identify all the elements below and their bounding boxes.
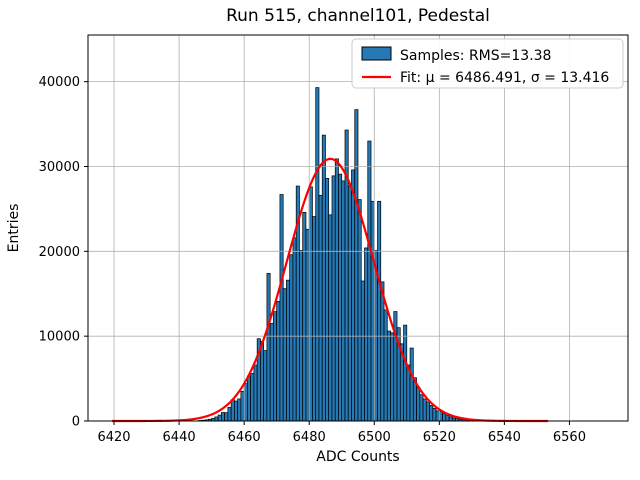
- histogram-bar: [347, 185, 352, 422]
- y-tick-label: 10000: [39, 330, 80, 345]
- histogram-bar: [338, 173, 343, 422]
- x-tick-label: 6480: [293, 430, 326, 445]
- histogram-bar: [305, 228, 310, 422]
- histogram-bar: [390, 332, 395, 422]
- histogram-bar: [380, 281, 385, 422]
- histogram-bar: [289, 254, 294, 422]
- histogram-bar: [325, 178, 330, 422]
- histogram-bar: [448, 416, 453, 422]
- histogram-bar: [432, 407, 437, 422]
- histogram-bar: [409, 347, 414, 422]
- histogram-bar: [266, 273, 271, 422]
- histogram-bar: [279, 194, 284, 422]
- legend-samples-swatch: [361, 46, 392, 61]
- axes-spines: [87, 34, 629, 422]
- x-tick-label: 6540: [488, 430, 521, 445]
- x-tick-label: 6420: [97, 430, 130, 445]
- histogram-bar: [383, 309, 388, 422]
- histogram-bar: [442, 413, 447, 422]
- histogram-bar: [247, 375, 251, 422]
- x-tick-label: 6500: [358, 430, 391, 445]
- histogram-bar: [315, 87, 320, 422]
- histogram-bar: [243, 383, 248, 422]
- y-tick-label: 20000: [39, 245, 80, 260]
- histogram-bar: [312, 216, 317, 422]
- histogram-bar: [360, 280, 365, 422]
- histogram-bar: [351, 169, 356, 422]
- histogram-bar: [419, 394, 424, 422]
- histogram-bar: [364, 247, 369, 422]
- histogram-bar: [328, 214, 333, 422]
- histogram-bar: [367, 140, 372, 422]
- histogram-bar: [318, 194, 323, 422]
- chart-title: Run 515, channel101, Pedestal: [226, 6, 490, 26]
- histogram-bar: [416, 386, 421, 422]
- histogram-bar: [230, 399, 235, 422]
- histogram-bar: [260, 340, 265, 422]
- histogram-bar: [403, 324, 408, 422]
- fit-curve: [112, 157, 548, 423]
- histogram-bar: [321, 134, 326, 422]
- histogram-bar: [299, 250, 304, 422]
- histogram-bar: [302, 211, 307, 422]
- histogram-bar: [240, 390, 245, 422]
- histogram-bar: [425, 401, 430, 422]
- histogram-bar: [227, 407, 232, 422]
- histogram-bar: [292, 237, 297, 422]
- legend-fit-label: Fit: μ = 6486.491, σ = 13.416: [400, 70, 609, 86]
- histogram-bar: [269, 323, 274, 422]
- x-tick-label: 6560: [553, 430, 586, 445]
- histogram-bar: [370, 200, 375, 422]
- histogram-bar: [253, 364, 258, 422]
- histogram-bar: [438, 411, 443, 422]
- histogram-bar: [286, 279, 291, 422]
- histogram-bar: [250, 373, 255, 422]
- legend-box: [351, 38, 624, 89]
- histogram-bar: [217, 414, 222, 422]
- x-tick-label: 6520: [423, 430, 456, 445]
- histogram-bar: [221, 412, 225, 422]
- x-axis-label: ADC Counts: [316, 449, 399, 465]
- histogram-bar: [445, 415, 450, 422]
- histogram-bar: [308, 186, 313, 422]
- y-tick-label: 40000: [39, 75, 80, 90]
- histogram-bar: [435, 410, 440, 422]
- histogram-bar: [429, 404, 434, 422]
- x-tick-label: 6460: [228, 430, 261, 445]
- y-tick-label: 30000: [39, 160, 80, 175]
- x-tick-label: 6440: [163, 430, 196, 445]
- histogram-bar: [214, 416, 219, 422]
- histogram-bar: [386, 330, 391, 422]
- histogram-bar: [263, 350, 268, 422]
- histogram-bar: [334, 158, 339, 422]
- histogram-bar: [406, 364, 411, 422]
- legend-samples-label: Samples: RMS=13.38: [400, 48, 551, 64]
- y-tick-label: 0: [72, 415, 80, 430]
- legend: Samples: RMS=13.38 Fit: μ = 6486.491, σ …: [351, 38, 624, 89]
- plot-area: 6420 6440 6460 6480 6500 6520 6540 6560 0 10000 20…: [39, 34, 629, 445]
- histogram-bar: [377, 200, 382, 422]
- histogram-bar: [276, 301, 281, 422]
- y-axis-label: Entries: [6, 204, 22, 253]
- histogram-bar: [354, 109, 359, 422]
- histogram-bar: [357, 199, 362, 422]
- histogram-bar: [422, 398, 427, 422]
- histogram-bar: [341, 180, 346, 422]
- histogram-bar: [331, 175, 336, 422]
- histogram-bar: [282, 288, 287, 422]
- histogram-bar: [224, 412, 229, 422]
- histogram-bar: [237, 398, 242, 422]
- histogram-bar: [234, 400, 238, 422]
- histogram-bar: [273, 311, 278, 422]
